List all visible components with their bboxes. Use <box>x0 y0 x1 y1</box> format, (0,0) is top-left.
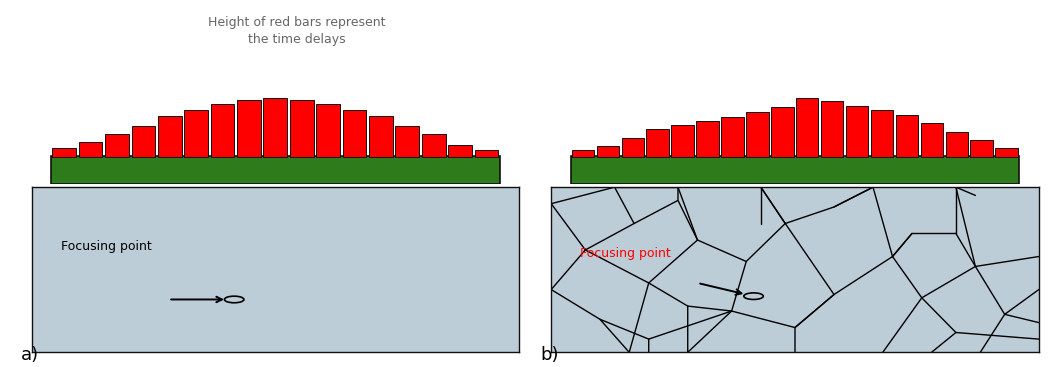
Bar <box>721 117 744 157</box>
Bar <box>395 126 419 157</box>
Bar <box>369 116 393 157</box>
Bar <box>870 110 894 157</box>
Bar <box>796 98 818 157</box>
Bar <box>316 104 340 157</box>
Text: b): b) <box>541 346 559 364</box>
Bar <box>746 112 768 157</box>
Bar <box>696 121 719 157</box>
Bar <box>920 123 943 157</box>
Bar <box>896 115 918 157</box>
Bar <box>422 134 445 157</box>
Bar <box>946 132 968 157</box>
Bar <box>158 116 181 157</box>
Bar <box>264 98 287 157</box>
Bar <box>647 129 669 157</box>
Bar <box>621 138 644 157</box>
Bar <box>211 104 234 157</box>
Bar <box>597 146 619 157</box>
Bar <box>52 148 76 157</box>
Bar <box>846 106 868 157</box>
Bar <box>995 148 1018 157</box>
Bar <box>570 156 1020 184</box>
Bar <box>571 149 595 157</box>
Text: Focusing point: Focusing point <box>61 240 152 253</box>
Text: a): a) <box>21 346 39 364</box>
Text: Focusing point: Focusing point <box>581 247 671 259</box>
Bar <box>184 110 208 157</box>
Bar <box>475 150 498 157</box>
Bar <box>971 139 993 157</box>
Bar <box>78 142 103 157</box>
Bar <box>237 100 261 157</box>
Bar <box>289 100 314 157</box>
Bar <box>51 156 500 184</box>
Bar <box>105 134 129 157</box>
Bar <box>671 125 694 157</box>
Text: Height of red bars represent
the time delays: Height of red bars represent the time de… <box>208 16 386 46</box>
Bar <box>771 107 794 157</box>
Bar <box>448 145 472 157</box>
Bar <box>131 126 155 157</box>
Bar <box>820 101 844 157</box>
Bar <box>342 110 367 157</box>
